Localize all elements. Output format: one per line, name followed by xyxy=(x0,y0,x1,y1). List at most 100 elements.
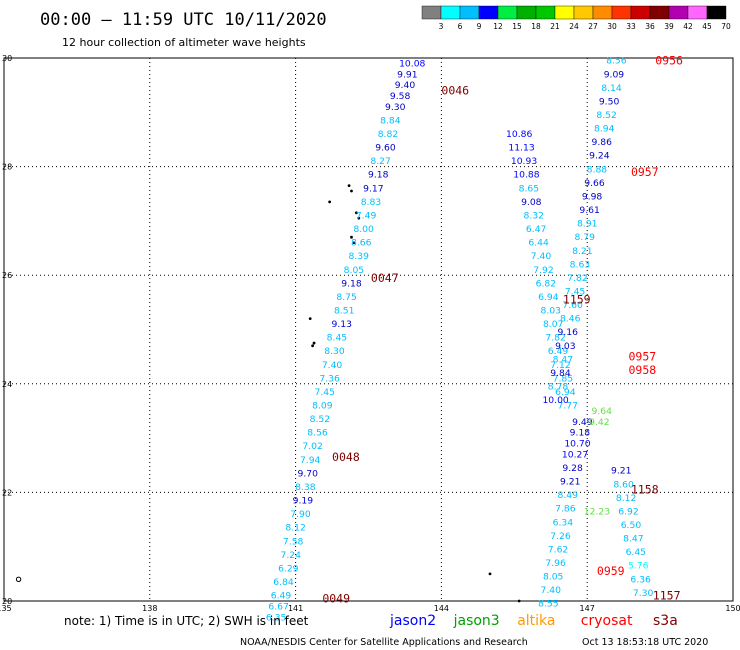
wave-height-value: 8.30 xyxy=(324,346,345,357)
pass-time-label: 1159 xyxy=(563,293,591,307)
island-marker xyxy=(350,235,353,239)
colorbar-tick: 42 xyxy=(683,22,693,31)
wave-height-value: 8.88 xyxy=(587,164,608,175)
wave-height-value: 6.34 xyxy=(553,517,574,528)
wave-height-value: 8.56 xyxy=(606,56,627,67)
wave-height-value: 8.65 xyxy=(519,183,540,194)
island-marker xyxy=(311,344,315,348)
colorbar-tick: 3 xyxy=(439,22,444,31)
legend-jason2: jason2 xyxy=(389,613,436,629)
wave-height-value: 9.19 xyxy=(293,496,314,507)
wave-height-value: 8.12 xyxy=(285,523,305,534)
y-tick-label: 24 xyxy=(2,380,12,389)
wave-height-value: 9.40 xyxy=(395,80,416,91)
wave-height-value: 11.13 xyxy=(508,143,534,154)
wave-height-value: 7.82 xyxy=(545,333,565,344)
wave-height-value: 9.58 xyxy=(390,91,411,102)
pass-time-label: 0046 xyxy=(441,84,469,98)
colorbar-tick: 45 xyxy=(702,22,712,31)
wave-height-value: 6.82 xyxy=(536,278,556,289)
wave-height-value: 8.84 xyxy=(380,115,401,126)
y-tick-labels: 20 22 24 26 28 30 xyxy=(2,54,12,606)
wave-height-value: 7.86 xyxy=(555,504,576,515)
wave-height-value: 5.76 xyxy=(628,561,649,572)
wave-height-value: 9.64 xyxy=(592,406,613,417)
island-marker xyxy=(488,572,492,576)
wave-height-value: 8.60 xyxy=(613,479,634,490)
wave-height-value: 9.30 xyxy=(385,102,406,113)
wave-height-value: 9.28 xyxy=(562,463,583,474)
wave-height-value: 7.82 xyxy=(567,273,587,284)
y-tick-label: 20 xyxy=(2,597,12,606)
wave-height-value: 8.46 xyxy=(560,314,581,325)
wave-height-value: 10.93 xyxy=(511,156,537,167)
wave-height-value: 10.00 xyxy=(542,395,568,406)
pass-time-label: 0957 xyxy=(631,165,659,179)
wave-height-value: 7.36 xyxy=(319,373,340,384)
wave-height-value: 7.85 xyxy=(553,373,574,384)
wave-height-value: 8.47 xyxy=(623,534,644,545)
x-tick-label: 138 xyxy=(142,604,157,613)
x-tick-labels: 135 138 141 144 147 150 xyxy=(0,604,740,613)
wave-height-value: 9.18 xyxy=(341,278,362,289)
pass-time-label: 0048 xyxy=(332,450,360,464)
island-marker xyxy=(517,599,521,603)
wave-height-value: 9.18 xyxy=(570,428,591,439)
data-labels: 10.089.919.409.589.30 8.84 8.82 9.60 8.27 9.1… xyxy=(266,56,654,624)
wave-height-value: 6.47 xyxy=(526,224,547,235)
wave-height-value: 9.42 xyxy=(589,417,609,428)
pass-time-label: 0049 xyxy=(322,591,350,605)
colorbar-swatch xyxy=(592,5,613,20)
wave-height-value: 6.92 xyxy=(618,506,638,517)
wave-height-value: 7.26 xyxy=(550,531,571,542)
colorbar-swatch xyxy=(611,5,632,20)
wave-height-value: 9.21 xyxy=(560,477,580,488)
wave-height-value: 8.27 xyxy=(370,156,391,167)
wave-height-value: 6.94 xyxy=(555,387,576,398)
wave-height-value: 6.45 xyxy=(626,547,647,558)
wave-height-value: 8.38 xyxy=(295,482,316,493)
wave-height-value: 8.94 xyxy=(594,124,615,135)
wave-height-value: 6.35 xyxy=(266,612,287,623)
wave-height-value: 9.21 xyxy=(611,466,631,477)
pass-time-label: 0959 xyxy=(597,564,625,578)
credit-text: NOAA/NESDIS Center for Satellite Applica… xyxy=(240,637,528,648)
chart-title: 00:00 – 11:59 UTC 10/11/2020 xyxy=(40,10,327,30)
wave-height-value: 8.56 xyxy=(307,428,328,439)
wave-height-value: 7.62 xyxy=(548,544,568,555)
wave-height-value: 7.94 xyxy=(300,455,321,466)
wave-height-value: 6.94 xyxy=(538,292,559,303)
wave-height-value: 8.07 xyxy=(543,319,564,330)
wave-height-value: 8.63 xyxy=(570,259,591,270)
wave-height-value: 8.03 xyxy=(541,305,562,316)
wave-height-value: 6.44 xyxy=(528,238,549,249)
footnote: note: 1) Time is in UTC; 2) SWH is in fe… xyxy=(64,614,309,628)
colorbar-swatch xyxy=(535,5,556,20)
y-tick-label: 28 xyxy=(2,163,12,172)
wave-height-value: 6.84 xyxy=(273,577,294,588)
wave-height-value: 6.29 xyxy=(278,563,299,574)
colorbar-swatch xyxy=(421,5,442,20)
wave-height-value: 9.61 xyxy=(579,205,599,216)
pass-time-label: 0958 xyxy=(629,363,657,377)
wave-height-value: 8.12 xyxy=(616,493,636,504)
colorbar-swatch xyxy=(573,5,594,20)
wave-height-value: 8.78 xyxy=(548,382,569,393)
wave-height-value: 7.45 xyxy=(315,387,336,398)
chart-subtitle: 12 hour collection of altimeter wave hei… xyxy=(62,36,306,49)
colorbar-tick: 9 xyxy=(477,22,482,31)
legend-cryosat: cryosat xyxy=(581,613,633,629)
island-marker xyxy=(350,189,353,193)
colorbar-swatch xyxy=(478,5,499,20)
wave-height-value: 10.27 xyxy=(562,449,588,460)
wave-height-value: 10.88 xyxy=(513,170,539,181)
colorbar-tick: 18 xyxy=(531,22,541,31)
island-marker xyxy=(312,341,316,345)
wave-height-value: 9.09 xyxy=(604,69,625,80)
colorbar-tick: 39 xyxy=(664,22,674,31)
wave-height-value: 7.92 xyxy=(533,265,553,276)
wave-height-value: 8.05 xyxy=(344,265,365,276)
wave-height-value: 8.75 xyxy=(336,292,357,303)
wave-height-value: 6.50 xyxy=(621,520,642,531)
